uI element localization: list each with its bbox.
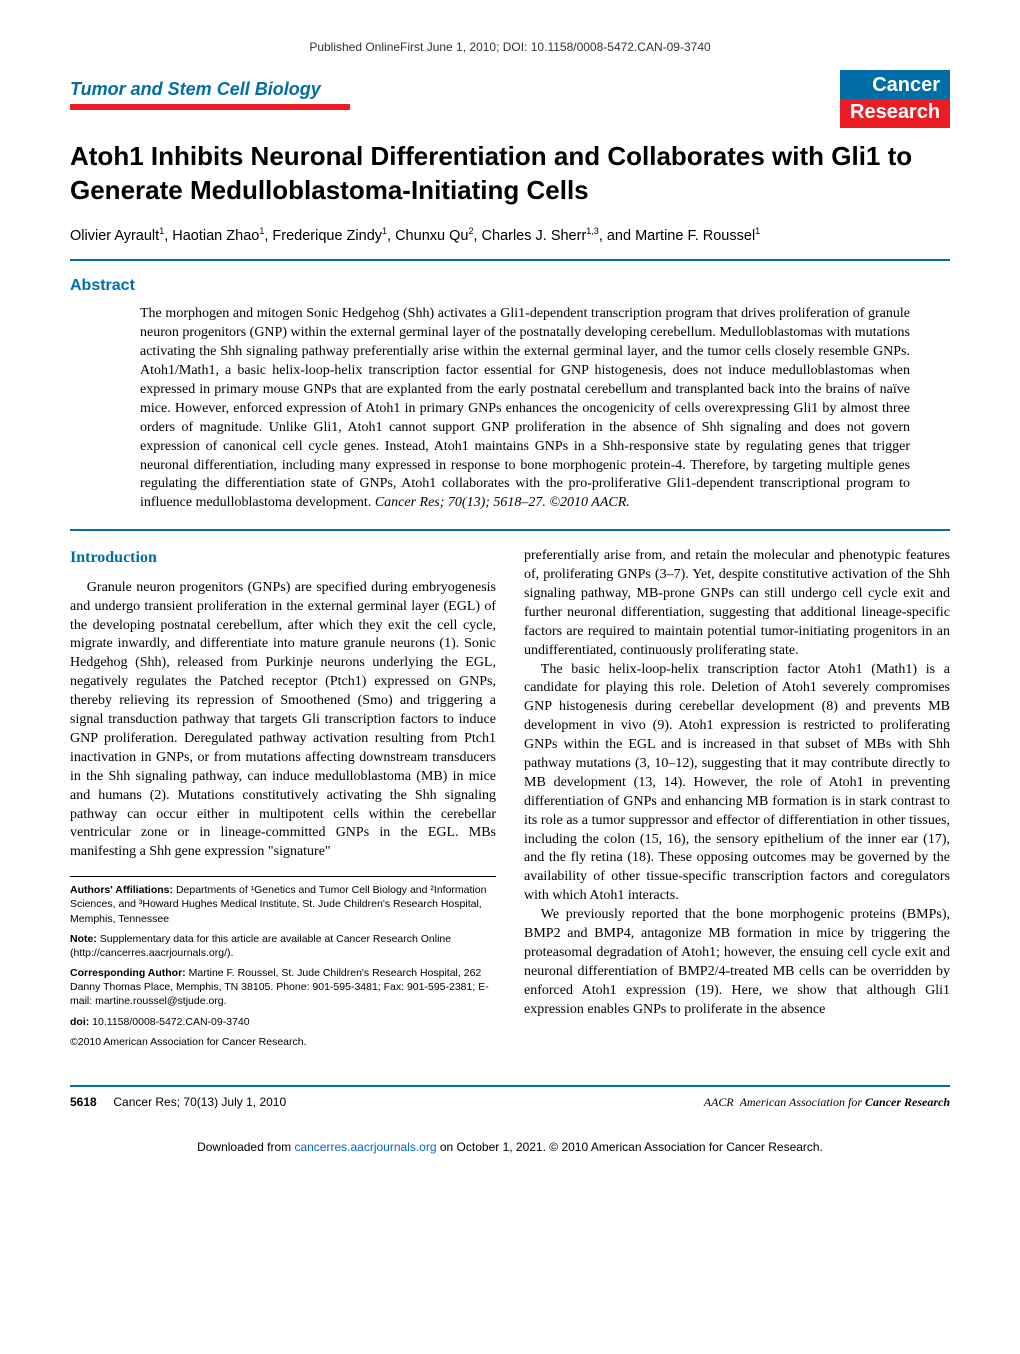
download-link[interactable]: cancerres.aacrjournals.org [294,1140,436,1154]
page-number: 5618 [70,1095,97,1109]
journal-logo-line2: Research [840,99,950,128]
intro-paragraph-1: Granule neuron progenitors (GNPs) are sp… [70,579,496,862]
divider [70,529,950,531]
aacr-logo-text: AACR American Association for Cancer Res… [704,1095,950,1110]
aacr-prefix: American Association for [740,1095,865,1109]
body-paragraph: The basic helix-loop-helix transcription… [524,661,950,907]
body-paragraph: preferentially arise from, and retain th… [524,547,950,660]
download-prefix: Downloaded from [197,1140,294,1154]
download-suffix: on October 1, 2021. © 2010 American Asso… [437,1140,823,1154]
body-paragraph: We previously reported that the bone mor… [524,906,950,1019]
introduction-heading: Introduction [70,547,496,569]
journal-logo-line1: Cancer [840,70,950,99]
abstract-body: The morphogen and mitogen Sonic Hedgehog… [140,305,910,513]
doi-text: 10.1158/0008-5472.CAN-09-3740 [89,1016,249,1028]
right-column: preferentially arise from, and retain th… [524,547,950,1055]
affiliations-label: Authors' Affiliations: [70,884,173,896]
divider [70,259,950,261]
note-label: Note: [70,933,97,945]
author-footnotes: Authors' Affiliations: Departments of ¹G… [70,876,496,1049]
left-column: Introduction Granule neuron progenitors … [70,547,496,1055]
article-title: Atoh1 Inhibits Neuronal Differentiation … [70,140,950,208]
doi-label: doi: [70,1016,89,1028]
abstract-heading: Abstract [70,277,950,295]
copyright-text: ©2010 American Association for Cancer Re… [70,1035,496,1049]
abstract-citation: Cancer Res; 70(13); 5618–27. ©2010 AACR. [375,495,630,510]
note-text: Supplementary data for this article are … [70,933,451,959]
publication-info: Published OnlineFirst June 1, 2010; DOI:… [70,40,950,54]
section-header: Tumor and Stem Cell Biology [70,79,350,110]
corresponding-label: Corresponding Author: [70,967,186,979]
abstract-text: The morphogen and mitogen Sonic Hedgehog… [140,306,910,510]
authors: Olivier Ayrault1, Haotian Zhao1, Frederi… [70,226,950,244]
aacr-bold: Cancer Research [865,1095,950,1109]
journal-logo: Cancer Research [840,70,950,135]
download-footer: Downloaded from cancerres.aacrjournals.o… [70,1140,950,1154]
journal-reference: Cancer Res; 70(13) July 1, 2010 [113,1095,286,1109]
page-footer: 5618 Cancer Res; 70(13) July 1, 2010 AAC… [70,1085,950,1110]
